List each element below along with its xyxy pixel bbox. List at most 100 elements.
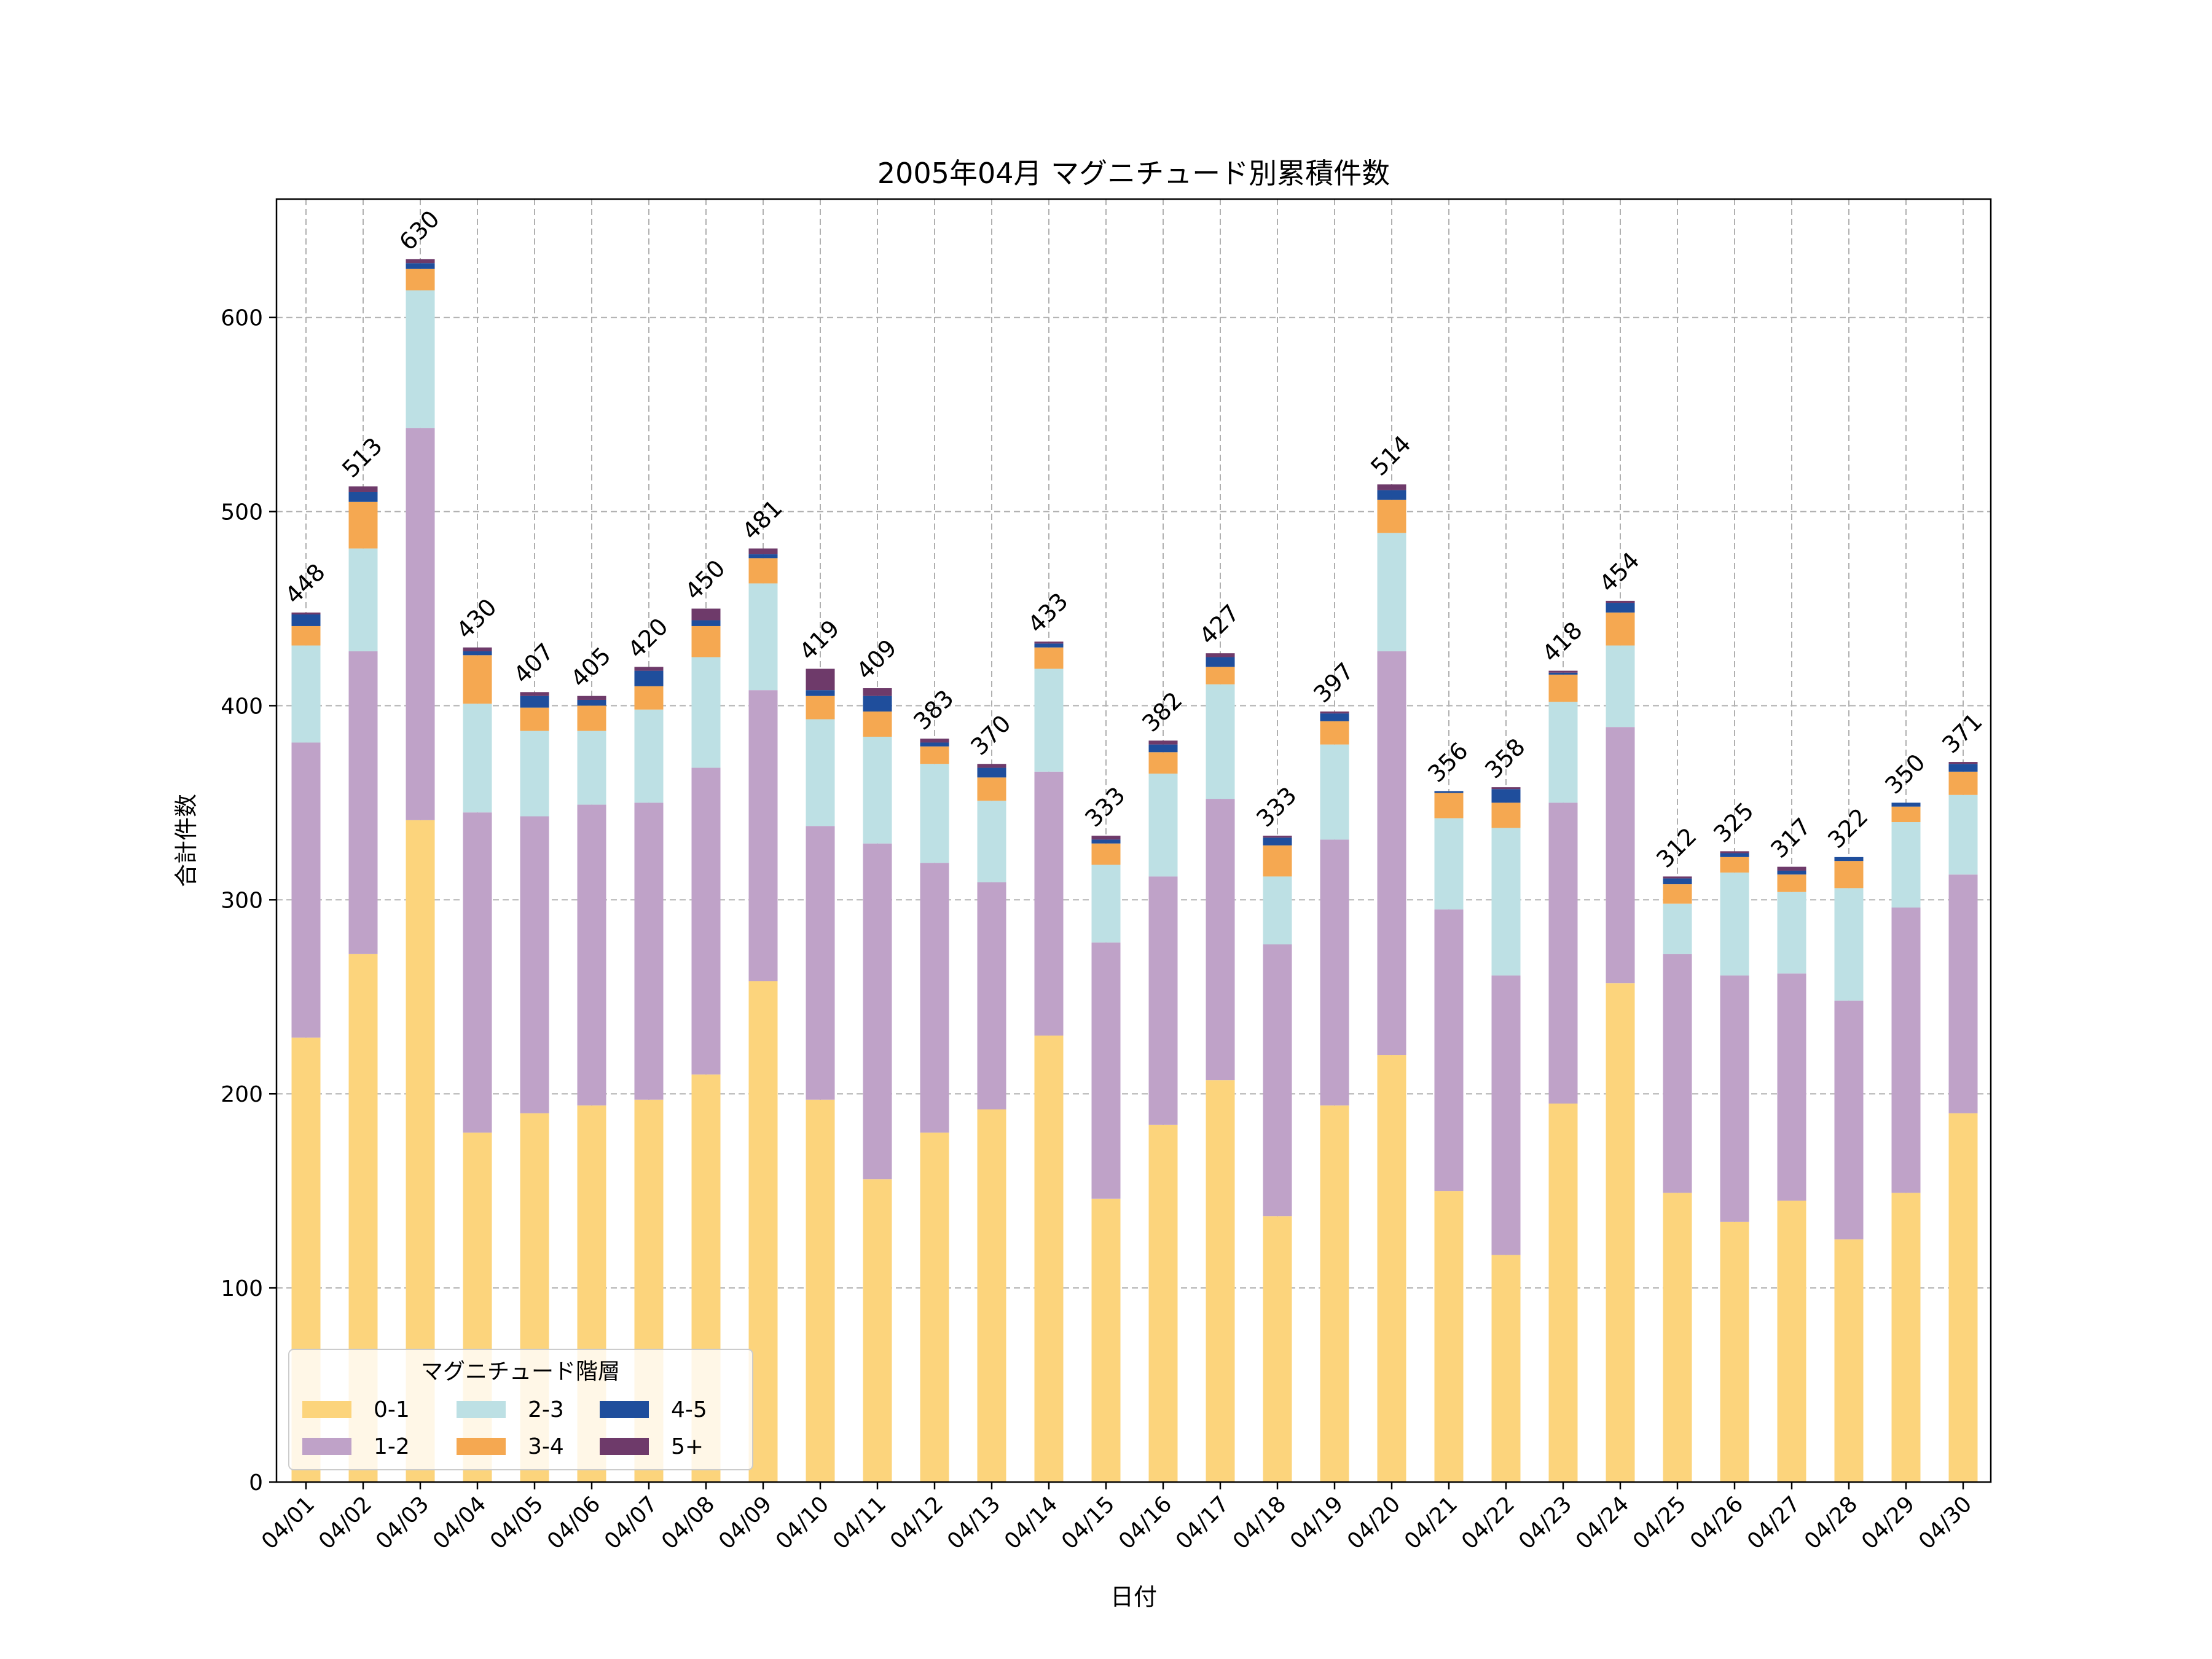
- bar-segment: [1091, 942, 1121, 1199]
- bar-segment: [577, 699, 606, 706]
- bar-segment: [1891, 806, 1921, 822]
- bar-segment: [1663, 954, 1692, 1193]
- bar-segment: [1263, 845, 1292, 877]
- bar-segment: [748, 558, 778, 584]
- plot-frame: [275, 198, 1992, 1483]
- bar-segment: [1091, 865, 1121, 943]
- bar-segment: [1320, 744, 1349, 840]
- bar-segment: [577, 804, 606, 1106]
- bar-segment: [863, 737, 892, 844]
- bar-segment: [1548, 672, 1578, 675]
- bar-segment: [1206, 684, 1235, 799]
- bar-segment: [634, 667, 664, 671]
- bar-segment: [1606, 612, 1635, 646]
- bar-segment: [348, 651, 378, 954]
- bar-segment: [748, 583, 778, 691]
- bar-segment: [977, 801, 1006, 882]
- bar-segment: [1777, 870, 1806, 875]
- bars-layer: [291, 259, 1978, 1482]
- bar-segment: [1491, 975, 1521, 1255]
- bar-segment: [806, 719, 835, 826]
- bar-segment: [406, 263, 435, 269]
- bar-segment: [1320, 1105, 1349, 1482]
- bar-segment: [1720, 857, 1749, 873]
- bar-segment: [1663, 878, 1692, 885]
- bar-segment: [463, 655, 492, 704]
- bar-segment: [463, 812, 492, 1133]
- legend: マグニチュード階層 0-1 1-2 2-3 3-4 4-5 5+: [288, 1349, 753, 1470]
- bar-segment: [1834, 1239, 1864, 1482]
- bar-segment: [634, 686, 664, 710]
- bar-segment: [634, 670, 664, 686]
- bar-segment: [1034, 1035, 1064, 1482]
- bar-segment: [977, 777, 1006, 801]
- bar-segment: [863, 1179, 892, 1482]
- bar-segment: [748, 690, 778, 982]
- bar-segment: [1891, 907, 1921, 1193]
- bar-segment: [291, 626, 321, 646]
- bar-segment: [520, 816, 549, 1113]
- bar-segment: [1606, 645, 1635, 728]
- bar-segment: [1491, 789, 1521, 803]
- bar-segment: [1148, 752, 1178, 774]
- bar-segment: [1948, 764, 1978, 772]
- bar-segment: [520, 696, 549, 708]
- bar-segment: [1834, 857, 1864, 861]
- bar-segment: [1377, 500, 1406, 533]
- bar-segment: [520, 692, 549, 696]
- bar-segment: [406, 290, 435, 428]
- bar-segment: [748, 981, 778, 1482]
- bar-segment: [1491, 1255, 1521, 1482]
- bar-segment: [406, 428, 435, 820]
- bar-segment: [1148, 774, 1178, 877]
- bar-segment: [1434, 791, 1464, 793]
- bar-segment: [348, 548, 378, 652]
- bar-segment: [1091, 839, 1121, 844]
- bar-segment: [1377, 490, 1406, 500]
- bar-segment: [806, 826, 835, 1100]
- bar-segment: [920, 746, 949, 764]
- bar-segment: [920, 764, 949, 863]
- bar-segment: [1834, 888, 1864, 1001]
- bar-segment: [806, 1099, 835, 1482]
- bar-segment: [577, 731, 606, 805]
- y-tick-label: 400: [221, 694, 263, 719]
- bar-segment: [1148, 876, 1178, 1125]
- bar-segment: [634, 709, 664, 803]
- legend-label: 0-1: [374, 1397, 410, 1422]
- bar-segment: [920, 1132, 949, 1482]
- bar-segment: [1663, 1193, 1692, 1482]
- legend-swatch: [457, 1438, 506, 1455]
- bar-segment: [863, 696, 892, 712]
- bar-segment: [1263, 1216, 1292, 1482]
- x-axis-title: 日付: [1110, 1583, 1157, 1610]
- bar-segment: [1948, 762, 1978, 764]
- bar-segment: [1263, 944, 1292, 1217]
- y-tick-label: 0: [249, 1470, 263, 1496]
- bar-segment: [748, 548, 778, 555]
- bar-segment: [1548, 802, 1578, 1104]
- bar-segment: [1777, 892, 1806, 974]
- bar-segment: [1320, 839, 1349, 1106]
- y-tick-label: 500: [221, 500, 263, 525]
- bar-segment: [1720, 975, 1749, 1222]
- bar-segment: [1320, 713, 1349, 721]
- bar-segment: [1834, 1000, 1864, 1240]
- legend-swatch: [457, 1401, 506, 1418]
- bar-segment: [691, 626, 721, 657]
- bar-segment: [1777, 866, 1806, 871]
- bar-segment: [1434, 909, 1464, 1191]
- bar-segment: [1377, 533, 1406, 652]
- bar-segment: [691, 620, 721, 626]
- y-tick-label: 300: [221, 888, 263, 913]
- bar-segment: [1891, 802, 1921, 807]
- bar-segment: [1777, 1200, 1806, 1482]
- bar-segment: [977, 882, 1006, 1110]
- bar-segment: [1434, 818, 1464, 910]
- bar-segment: [1377, 484, 1406, 490]
- bar-segment: [1491, 787, 1521, 790]
- bar-segment: [1606, 727, 1635, 984]
- bar-segment: [1206, 667, 1235, 684]
- bar-segment: [463, 704, 492, 813]
- bar-segment: [920, 739, 949, 743]
